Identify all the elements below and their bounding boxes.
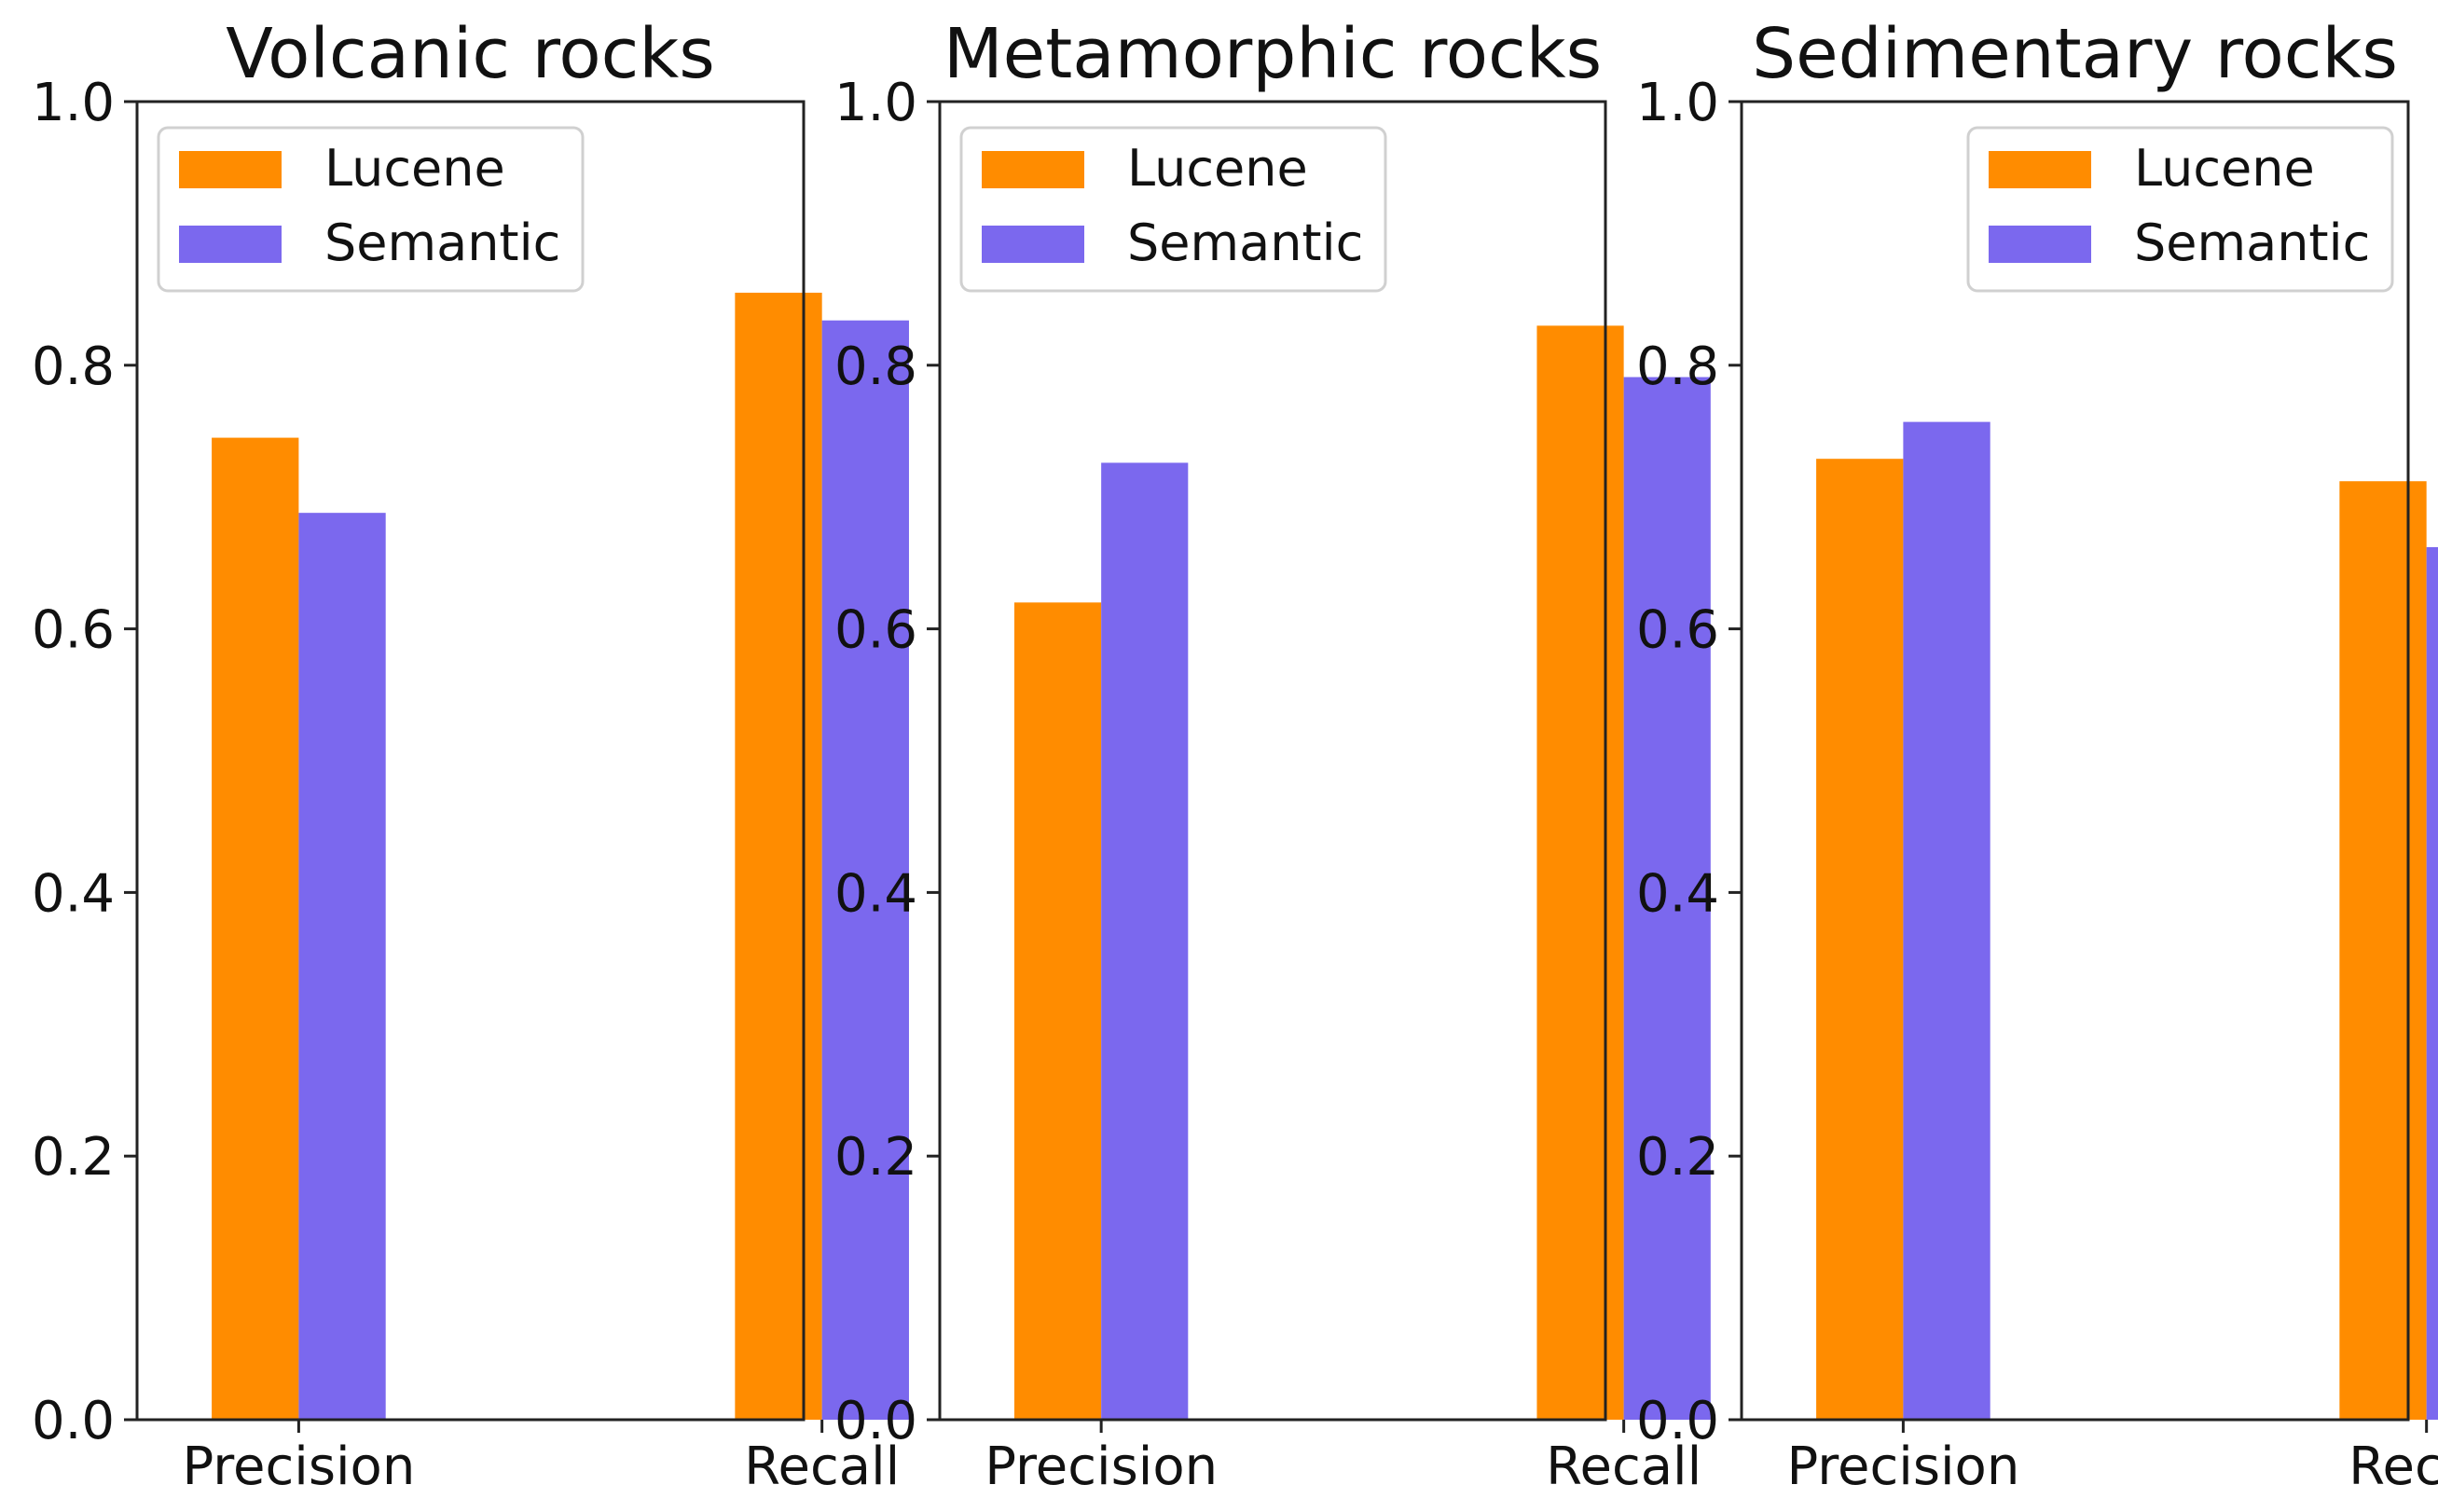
legend-label-lucene: Lucene [324, 139, 505, 198]
x-tick-label: Recall [2348, 1436, 2438, 1497]
bar-semantic-precision [1101, 462, 1189, 1420]
y-tick-label: 0.2 [1636, 1127, 1719, 1188]
legend-swatch-semantic [982, 226, 1084, 263]
y-tick-label: 0.6 [32, 600, 115, 661]
x-tick-label: Precision [985, 1436, 1218, 1497]
legend-label-lucene: Lucene [2134, 139, 2315, 198]
y-tick-label: 0.6 [1636, 600, 1719, 661]
axes-frame [938, 100, 1607, 1422]
y-tick-label: 0.8 [1636, 337, 1719, 397]
y-tick-label: 1.0 [32, 73, 115, 133]
y-tick-label: 0.2 [834, 1127, 917, 1188]
x-tick-label: Recall [744, 1436, 900, 1497]
y-tick-label: 0.6 [834, 600, 917, 661]
bar-semantic-recall [821, 320, 909, 1420]
chart-title: Sedimentary rocks [1752, 14, 2398, 94]
x-tick-label: Recall [1546, 1436, 1701, 1497]
bar-semantic-recall [1623, 377, 1711, 1420]
y-tick-label: 0.8 [834, 337, 917, 397]
legend-swatch-lucene [982, 151, 1084, 188]
y-tick-label: 1.0 [1636, 73, 1719, 133]
y-tick-label: 0.8 [32, 337, 115, 397]
y-tick-label: 0.0 [834, 1391, 917, 1451]
legend-swatch-semantic [1989, 226, 2091, 263]
y-tick-label: 0.0 [32, 1391, 115, 1451]
y-tick-label: 1.0 [834, 73, 917, 133]
bar-semantic-precision [298, 513, 386, 1420]
y-tick-label: 0.4 [834, 863, 917, 924]
legend-swatch-lucene [179, 151, 282, 188]
x-tick-label: Precision [1786, 1436, 2019, 1497]
bar-lucene-precision [1013, 602, 1102, 1420]
legend-swatch-lucene [1989, 151, 2091, 188]
bar-lucene-precision [1816, 459, 1904, 1421]
legend-label-lucene: Lucene [1127, 139, 1308, 198]
legend-label-semantic: Semantic [324, 213, 560, 272]
chart-title: Volcanic rocks [226, 14, 715, 94]
axes-frame [1740, 100, 2410, 1422]
legend-swatch-semantic [179, 226, 282, 263]
bar-semantic-precision [1903, 421, 1990, 1420]
x-tick-label: Precision [182, 1436, 415, 1497]
legend-label-semantic: Semantic [1127, 213, 1363, 272]
y-tick-label: 0.0 [1636, 1391, 1719, 1451]
y-tick-label: 0.4 [1636, 863, 1719, 924]
y-tick-label: 0.4 [32, 863, 115, 924]
bar-lucene-recall [2339, 481, 2427, 1420]
bar-lucene-recall [735, 293, 822, 1420]
bar-lucene-recall [1536, 325, 1624, 1420]
bar-lucene-precision [212, 437, 299, 1420]
axes-frame [135, 100, 806, 1422]
y-tick-label: 0.2 [32, 1127, 115, 1188]
legend-label-semantic: Semantic [2134, 213, 2370, 272]
bar-semantic-recall [2426, 546, 2438, 1420]
chart-title: Metamorphic rocks [944, 14, 1602, 94]
